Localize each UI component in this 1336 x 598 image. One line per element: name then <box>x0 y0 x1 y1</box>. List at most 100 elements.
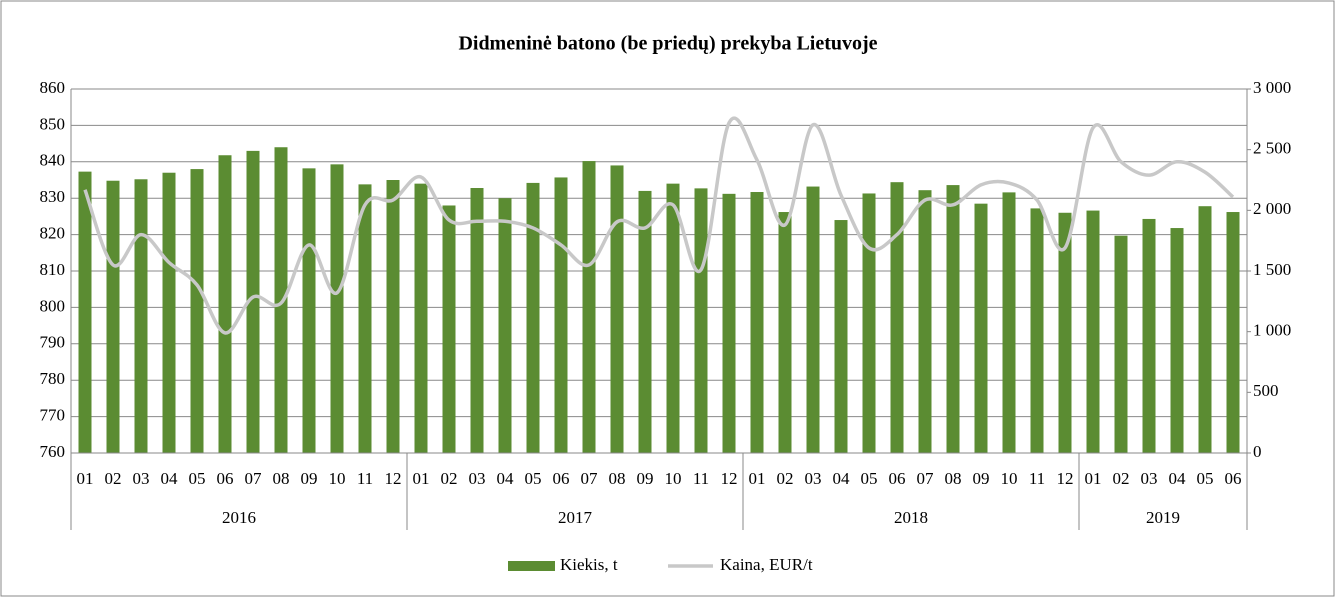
bar <box>78 171 92 454</box>
bar <box>414 183 428 453</box>
y2-tick-label: 3 000 <box>1253 78 1291 97</box>
y-tick-label: 830 <box>40 187 66 206</box>
x-tick-label: 08 <box>945 469 962 488</box>
x-tick-label: 05 <box>861 469 878 488</box>
line <box>83 116 1235 335</box>
x-tick-label: 04 <box>1169 469 1187 488</box>
bar <box>582 161 596 453</box>
y-tick-label: 820 <box>40 224 66 243</box>
x-tick-label: 02 <box>777 469 794 488</box>
x-tick-label: 09 <box>637 469 654 488</box>
x-tick-label: 10 <box>1001 469 1018 488</box>
y-tick-label: 800 <box>40 296 66 315</box>
bar <box>498 198 512 453</box>
x-tick-label: 08 <box>273 469 290 488</box>
bar <box>526 182 540 454</box>
x-tick-label: 06 <box>217 469 234 488</box>
x-tick-label: 11 <box>1029 469 1045 488</box>
y2-tick-label: 0 <box>1253 442 1262 461</box>
x-tick-label: 10 <box>665 469 682 488</box>
x-tick-label: 07 <box>581 469 599 488</box>
y-tick-label: 760 <box>40 442 66 461</box>
bar <box>246 150 260 453</box>
x-tick-label: 02 <box>105 469 122 488</box>
legend-label: Kiekis, t <box>560 555 618 574</box>
x-tick-label: 05 <box>525 469 542 488</box>
y-tick-label: 770 <box>40 406 66 425</box>
bar <box>1114 235 1128 453</box>
bar <box>106 180 120 453</box>
bar <box>442 205 456 453</box>
x-tick-label: 02 <box>441 469 458 488</box>
x-tick-label: 08 <box>609 469 626 488</box>
x-tick-label: 12 <box>1057 469 1074 488</box>
bar <box>218 155 232 454</box>
x-tick-label: 07 <box>245 469 263 488</box>
x-tick-label: 06 <box>553 469 570 488</box>
bar <box>1170 228 1184 453</box>
bar <box>330 164 344 453</box>
bar <box>1226 212 1240 453</box>
bar <box>470 188 484 453</box>
bar <box>1086 210 1100 453</box>
x-tick-label: 04 <box>161 469 179 488</box>
bar <box>722 193 736 453</box>
x-tick-label: 01 <box>1085 469 1102 488</box>
x-tick-label: 01 <box>77 469 94 488</box>
y-tick-label: 850 <box>40 114 66 133</box>
x-tick-label: 02 <box>1113 469 1130 488</box>
bar <box>750 192 764 453</box>
bar <box>834 220 848 453</box>
x-tick-label: 03 <box>1141 469 1158 488</box>
bar <box>302 168 316 454</box>
group-label: 2018 <box>894 508 928 527</box>
x-tick-label: 11 <box>693 469 709 488</box>
y-tick-label: 810 <box>40 260 66 279</box>
bar <box>274 147 288 454</box>
legend-label: Kaina, EUR/t <box>720 555 813 574</box>
y2-tick-label: 1 500 <box>1253 260 1291 279</box>
x-tick-label: 10 <box>329 469 346 488</box>
bar <box>134 179 148 453</box>
x-tick-label: 06 <box>889 469 906 488</box>
bar <box>778 212 792 453</box>
bar <box>890 182 904 453</box>
x-tick-label: 07 <box>917 469 935 488</box>
bar <box>190 169 204 453</box>
bar <box>358 184 372 454</box>
x-tick-label: 11 <box>357 469 373 488</box>
y2-tick-label: 1 000 <box>1253 321 1291 340</box>
x-tick-label: 06 <box>1225 469 1242 488</box>
x-tick-label: 05 <box>189 469 206 488</box>
x-tick-label: 03 <box>805 469 822 488</box>
y2-tick-label: 2 000 <box>1253 199 1291 218</box>
x-tick-label: 01 <box>413 469 430 488</box>
group-label: 2016 <box>222 508 256 527</box>
bar <box>1142 218 1156 453</box>
chart-title: Didmeninė batono (be priedų) prekyba Lie… <box>458 33 877 55</box>
bar <box>666 183 680 453</box>
x-tick-label: 09 <box>301 469 318 488</box>
legend-swatch <box>508 561 555 571</box>
bar <box>1198 206 1212 453</box>
bar <box>806 186 820 453</box>
y-tick-label: 780 <box>40 369 66 388</box>
bar <box>1030 208 1044 453</box>
x-tick-label: 04 <box>497 469 515 488</box>
x-tick-label: 12 <box>721 469 738 488</box>
bar <box>554 177 568 453</box>
x-tick-label: 03 <box>469 469 486 488</box>
y2-tick-label: 500 <box>1253 381 1279 400</box>
bar <box>862 193 876 453</box>
bar <box>610 165 624 453</box>
bar <box>1058 212 1072 453</box>
y2-tick-label: 2 500 <box>1253 139 1291 158</box>
x-tick-label: 03 <box>133 469 150 488</box>
bar <box>638 190 652 454</box>
y-tick-label: 840 <box>40 151 66 170</box>
x-tick-label: 04 <box>833 469 851 488</box>
y-tick-label: 860 <box>40 78 66 97</box>
group-label: 2019 <box>1146 508 1180 527</box>
group-label: 2017 <box>558 508 593 527</box>
